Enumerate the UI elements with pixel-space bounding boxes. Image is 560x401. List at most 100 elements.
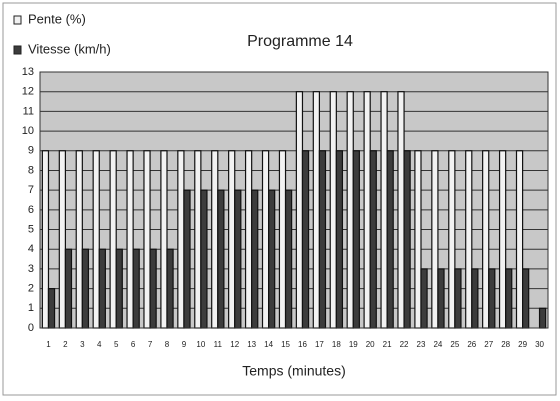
bar [109,150,117,329]
x-tick-label: 25 [450,340,459,349]
y-tick-label: 2 [28,283,34,295]
x-axis-label: Temps (minutes) [242,363,345,379]
y-tick-label: 11 [23,105,34,117]
bar [454,268,462,329]
x-tick-label: 13 [247,340,256,349]
bar [194,150,202,329]
legend-label: Vitesse (km/h) [28,41,111,56]
bar [149,248,157,329]
x-tick-label: 10 [196,340,205,349]
x-tick-label: 30 [535,340,544,349]
bar [431,150,439,329]
legend-label: Pente (%) [28,11,86,26]
bar [98,248,106,329]
bar [471,268,479,329]
x-tick-label: 23 [417,340,426,349]
bar [397,91,405,329]
x-tick-label: 8 [165,340,170,349]
x-tick-label: 12 [230,340,239,349]
bar [211,150,219,329]
bar [437,268,445,329]
x-tick-label: 5 [114,340,119,349]
bar [234,189,242,329]
bar [81,248,90,329]
bar [228,150,236,329]
bar [268,189,276,329]
bar [505,268,513,329]
bar [251,189,259,329]
bar [244,150,253,329]
x-tick-label: 29 [518,340,527,349]
x-tick-label: 26 [467,340,476,349]
x-tick-label: 24 [433,340,442,349]
plot-border [39,71,549,329]
bar [352,150,360,329]
bar [183,189,191,329]
x-tick-label: 19 [349,340,358,349]
x-tick-label: 27 [484,340,493,349]
y-tick-label: 0 [28,322,34,334]
x-tick-label: 28 [501,340,510,349]
bar [346,91,354,329]
x-tick-label: 2 [63,340,68,349]
x-tick-label: 21 [383,340,392,349]
bar [498,150,507,329]
bar [448,150,456,329]
bar [369,150,377,329]
y-tick-label: 4 [28,243,34,255]
bar [177,150,185,329]
bar [160,150,168,329]
x-tick-label: 14 [264,340,273,349]
bar [143,150,151,329]
x-tick-label: 11 [214,340,223,349]
bar [482,150,490,329]
bar [217,189,225,329]
bar [47,288,56,329]
x-tick-label: 9 [182,340,187,349]
x-tick-label: 20 [366,340,375,349]
bar [301,150,310,329]
bar [92,150,100,329]
bar [363,91,371,329]
x-tick-label: 4 [97,340,102,349]
plot-area [40,72,548,328]
bar [318,150,327,329]
bar [115,248,123,329]
bar [132,248,140,329]
bar [58,150,67,329]
x-tick-label: 7 [148,340,153,349]
bar [335,150,344,329]
bar [515,150,524,329]
bar [166,248,174,329]
bar [386,150,394,329]
bar [488,268,496,329]
bar [414,150,422,329]
x-tick-label: 18 [332,340,341,349]
legend-swatch [13,15,22,25]
y-tick-label: 12 [22,86,34,98]
chart-title: Programme 14 [247,33,353,50]
bar [521,268,530,329]
bar [64,248,73,329]
x-tick-label: 15 [281,340,290,349]
bar [403,150,411,329]
x-tick-label: 1 [46,340,51,349]
x-tick-label: 3 [80,340,85,349]
bar [126,150,134,329]
bar [41,150,50,329]
bar [465,150,473,329]
x-tick-label: 17 [315,340,324,349]
y-tick-label: 5 [28,223,34,235]
bar [329,91,337,329]
bar [200,189,208,329]
bar [420,268,428,329]
bar [75,150,83,329]
bar [278,150,287,329]
bar [380,91,388,329]
bar [295,91,304,329]
y-tick-label: 9 [28,145,34,157]
y-tick-label: 3 [28,263,34,275]
bar [284,189,293,329]
